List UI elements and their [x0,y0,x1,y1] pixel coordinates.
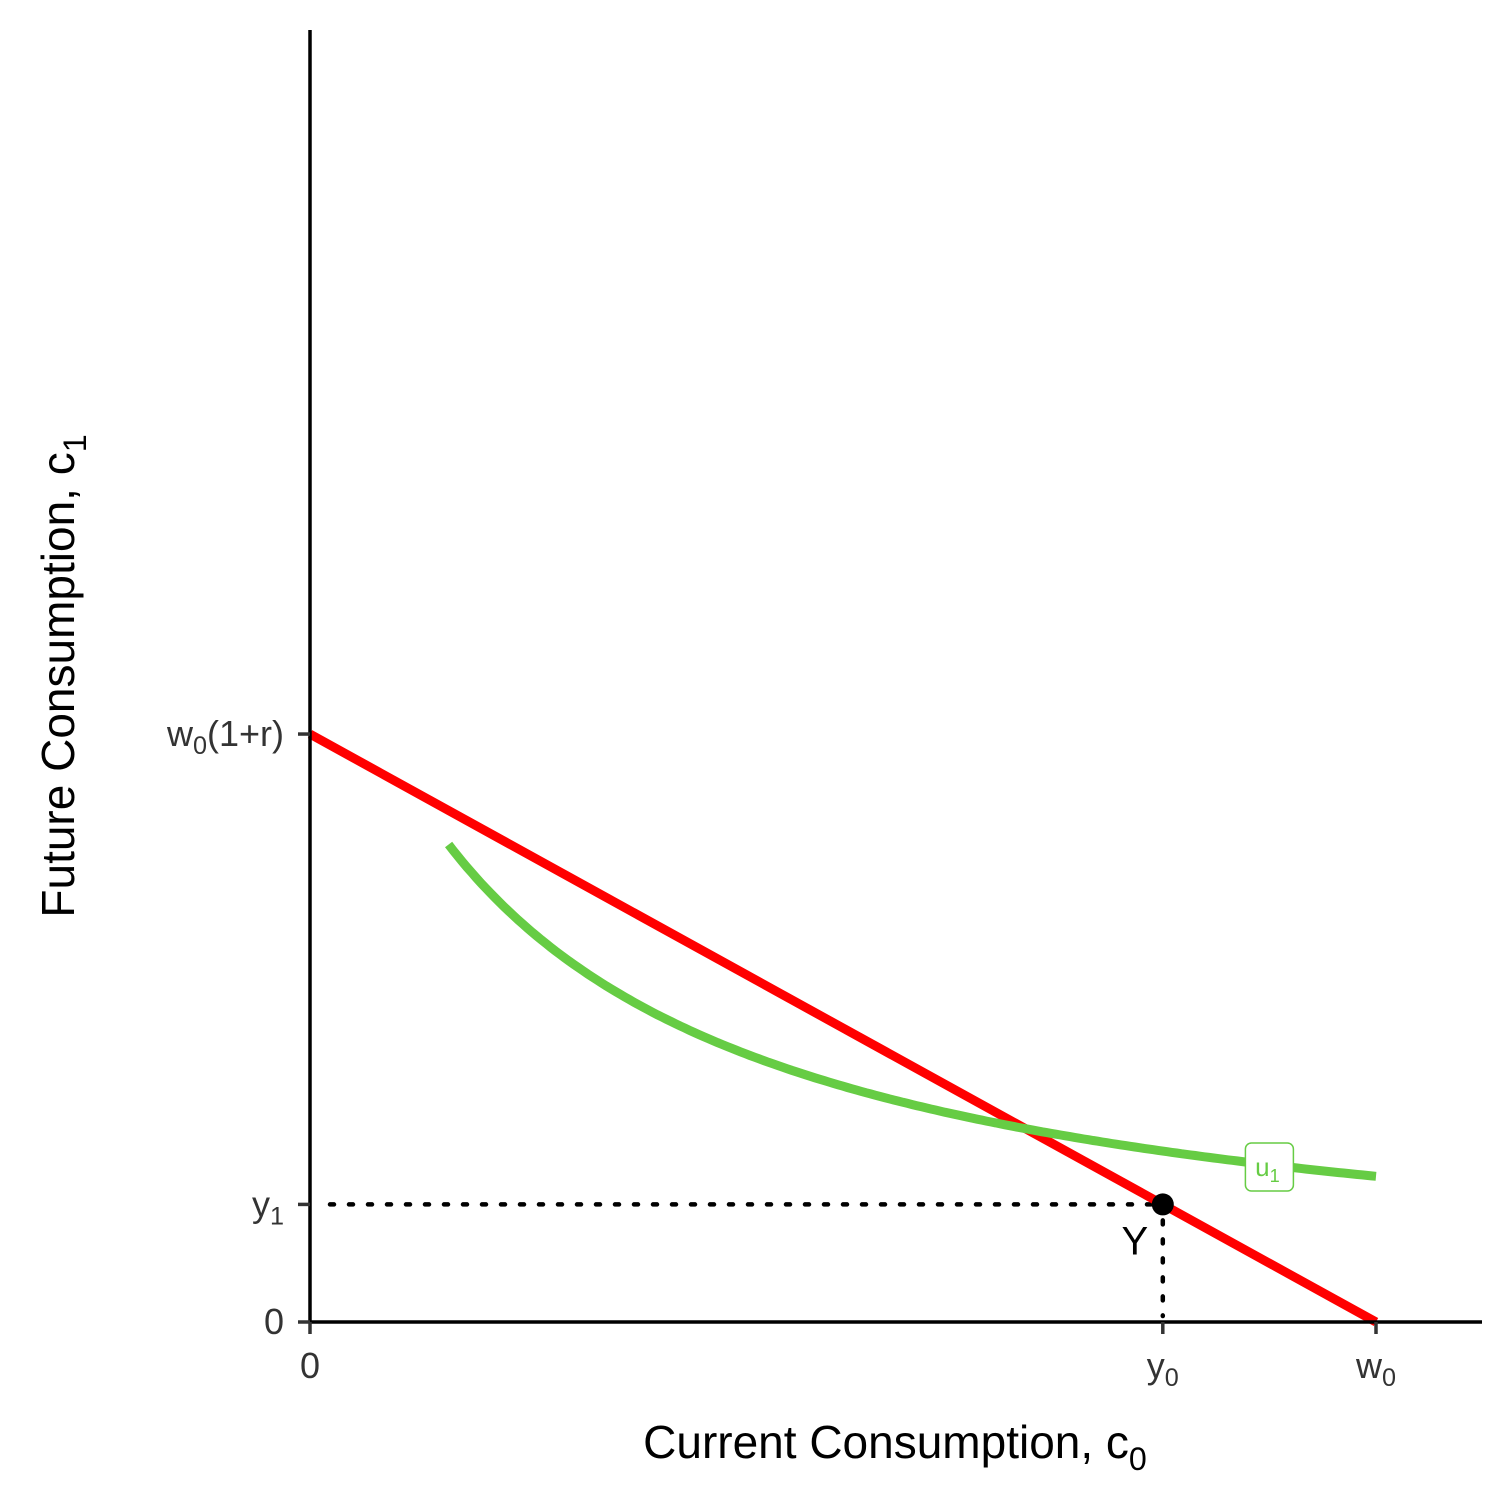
x-axis-title: Current Consumption, c0 [643,1416,1147,1477]
y-axis-title: Future Consumption, c1 [32,434,93,917]
curve-label-box [1244,1142,1295,1192]
points: Y [1121,1193,1174,1263]
x-tick-label: w0 [1355,1345,1396,1392]
indifference-curve [445,841,1377,1181]
y-tick-label: y1 [252,1183,284,1230]
indifference-curve-label: u1 [1244,1142,1295,1192]
series-group: u1 [307,730,1379,1326]
curve-label-text: u1 [1255,1152,1280,1186]
ticks: 0 y0 w0 0 y1 w0(1+r) [166,713,1396,1392]
x-tick-label: y0 [1147,1345,1179,1392]
budget-line [307,730,1379,1326]
x-tick-label: 0 [300,1345,320,1386]
point-marker [1151,1193,1174,1216]
guide-lines [327,1202,1166,1319]
y-tick-label: 0 [264,1301,284,1342]
y-tick-label: w0(1+r) [166,713,284,760]
point-label: Y [1121,1219,1148,1263]
axes [308,30,1482,1324]
